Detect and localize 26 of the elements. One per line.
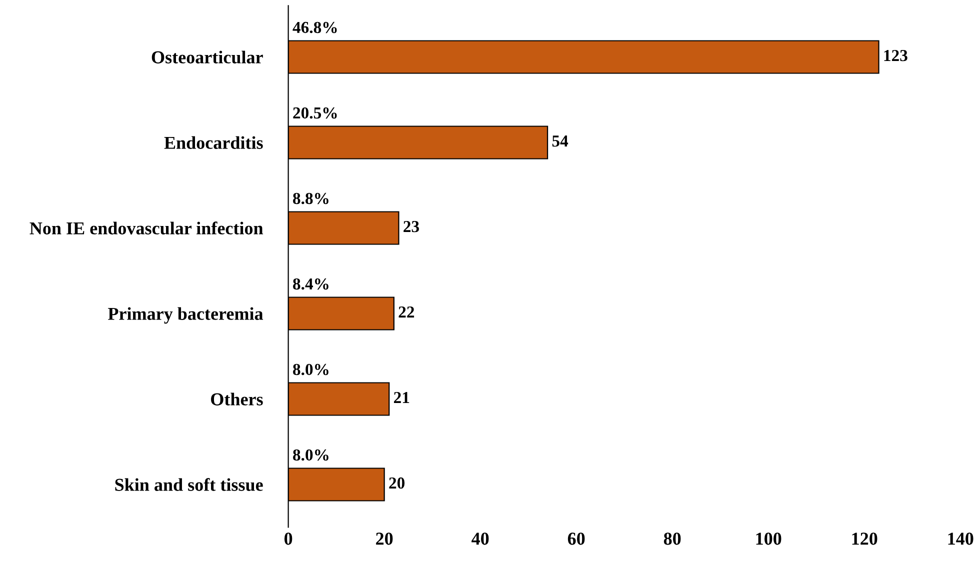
data-label: 54 bbox=[552, 136, 568, 147]
x-tick-label: 140 bbox=[948, 532, 974, 545]
y-tick-label: Skin and soft tissue bbox=[115, 478, 263, 491]
x-tick-label: 120 bbox=[852, 532, 878, 545]
data-label: 22 bbox=[398, 306, 414, 318]
annotation: 46.8% bbox=[292, 22, 337, 34]
y-tick-label: Others bbox=[211, 392, 263, 406]
y-tick-label: Endocarditis bbox=[164, 136, 263, 149]
y-tick-label: Non IE endovascular infection bbox=[30, 222, 264, 234]
annotation: 8.4% bbox=[293, 278, 328, 290]
x-tick-label: 20 bbox=[376, 532, 393, 545]
x-tick-label: 60 bbox=[568, 532, 585, 545]
annotation: 8.8% bbox=[293, 192, 328, 204]
annotation: 8.0% bbox=[293, 364, 328, 376]
x-tick-label: 40 bbox=[472, 532, 489, 545]
data-label: 21 bbox=[394, 392, 410, 404]
x-tick-label: 0 bbox=[284, 532, 292, 545]
annotation: 8.0% bbox=[293, 449, 328, 461]
x-tick-label: 80 bbox=[664, 532, 681, 545]
annotation: 20.5% bbox=[293, 107, 337, 119]
data-label: 123 bbox=[884, 50, 908, 62]
data-label: 23 bbox=[404, 220, 419, 232]
y-tick-label: Osteoarticular bbox=[152, 50, 263, 64]
y-tick-label: Primary bacteremia bbox=[108, 307, 264, 324]
data-label: 20 bbox=[389, 477, 405, 489]
x-tick-label: 100 bbox=[756, 532, 782, 545]
